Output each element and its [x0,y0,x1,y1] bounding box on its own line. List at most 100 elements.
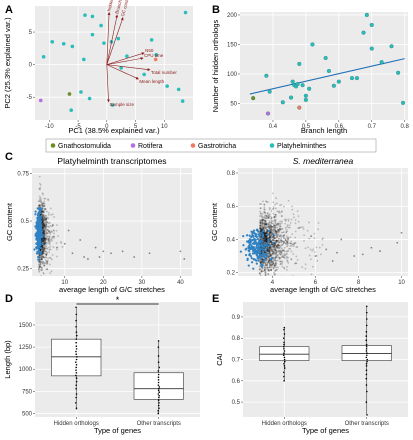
density-point [39,255,42,258]
density-point [275,277,277,279]
density-point [291,233,294,236]
density-point [264,280,266,282]
density-point [44,224,47,227]
density-point [266,247,269,250]
box-point [157,381,160,384]
density-point [42,255,44,258]
highlight-point [250,235,253,239]
density-point [259,213,262,215]
data-point [90,14,95,19]
density-point [278,282,280,284]
density-point [313,237,316,240]
outlier-point [133,256,136,258]
loading-arrow [106,11,111,65]
data-point [265,111,271,116]
highlight-point [264,249,267,252]
density-point [46,261,49,264]
density-point [275,253,278,256]
density-point [277,211,280,214]
density-point [311,249,313,252]
panel-label-e: E [212,293,219,305]
density-point [263,238,266,241]
box-point [75,331,78,333]
highlight-point [263,258,266,262]
density-point [38,204,41,207]
density-point [289,221,292,224]
density-point [42,211,45,214]
density-point [273,259,276,262]
legend-swatch [190,143,196,148]
density-point [52,223,54,226]
highlight-point [249,255,252,258]
highlight-point [35,252,39,255]
density-point [51,254,54,256]
density-point [314,251,316,253]
density-point [51,224,54,227]
density-point [39,261,42,264]
density-point [47,238,50,240]
density-point [39,205,41,208]
density-point [263,280,265,282]
density-point [294,222,297,225]
density-point [262,238,265,241]
x-tick-label: -10 [45,124,54,130]
box-point [75,338,78,340]
density-point [41,262,44,265]
density-point [265,226,268,229]
density-point [47,199,50,202]
box-point [157,361,160,363]
density-point [42,247,45,249]
density-point [263,237,265,240]
highlight-point [263,243,266,247]
density-point [288,226,291,229]
density-point [40,218,43,221]
highlight-point [39,252,42,256]
density-point [41,202,43,204]
data-point [87,96,92,101]
density-point [279,246,281,249]
box-point [158,402,160,404]
density-point [37,268,40,271]
density-point [280,204,283,206]
density-point [309,258,312,261]
density-point [272,206,275,208]
density-point [41,202,44,205]
highlight-point [36,207,39,210]
density-point [276,226,279,229]
density-point [315,246,318,249]
density-point [48,231,51,234]
density-point [270,243,273,246]
density-point [47,222,50,225]
density-point [273,216,276,219]
density-point [268,221,271,224]
density-point [44,219,46,222]
density-point [259,219,261,222]
density-point [268,232,271,235]
panel-b: 0.4 0.5 0.6 0.7 0.8 50 100 150 200 Branch length N… [211,12,410,135]
density-point [51,258,53,261]
density-point [265,240,268,243]
box-point [365,362,368,365]
density-point [49,239,52,241]
box-point [158,394,160,397]
density-point [287,237,290,240]
density-point [41,210,44,213]
data-point [349,76,355,81]
highlight-point [242,234,245,238]
panel-d: 500 750 1000 1250 1500 Hidden orthologs Other … [3,295,200,435]
density-point [41,221,44,224]
density-point [286,230,289,233]
density-point [284,239,287,242]
density-point [294,236,297,239]
density-point [277,253,279,256]
density-point [285,269,288,271]
density-point [286,259,289,262]
density-point [41,237,43,240]
density-point [41,268,44,271]
highlight-point [245,234,249,237]
density-point [280,231,283,234]
plot-background [35,6,193,120]
density-point [47,242,50,244]
density-point [289,236,292,239]
density-point [278,225,281,228]
